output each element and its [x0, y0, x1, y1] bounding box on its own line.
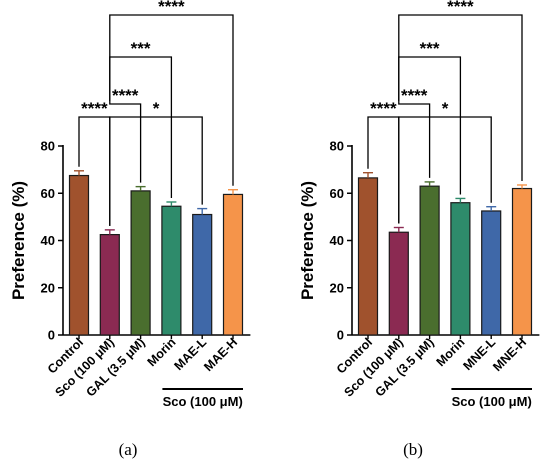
y-tick-label: 80: [330, 139, 344, 154]
significance-bracket: [398, 14, 523, 181]
y-axis-label: Preference (%): [9, 181, 28, 300]
significance-bracket: [109, 14, 234, 186]
bar: [161, 205, 182, 336]
y-tick-label: 40: [41, 233, 55, 248]
bar: [222, 193, 244, 336]
bar: [192, 213, 213, 336]
y-tick-label: 0: [48, 328, 55, 343]
bar: [99, 233, 120, 336]
y-tick-label: 40: [330, 233, 344, 248]
group-label: Sco (100 μM): [163, 394, 243, 409]
bar: [450, 202, 471, 336]
panel-label: (a): [119, 440, 138, 459]
group-label: Sco (100 μM): [452, 394, 532, 409]
significance-bracket: [398, 116, 492, 224]
significance-label: *: [442, 99, 449, 118]
y-tick-label: 20: [41, 280, 55, 295]
x-tick-label: MAE-H: [201, 335, 240, 374]
significance-label: *: [153, 99, 160, 118]
significance-bracket: [109, 101, 142, 183]
significance-label: ****: [447, 0, 474, 16]
y-tick-label: 20: [330, 280, 344, 295]
significance-bracket: [398, 101, 431, 178]
bar: [357, 177, 379, 336]
y-tick-label: 0: [337, 328, 344, 343]
significance-label: ****: [158, 0, 185, 16]
significance-label: ***: [131, 39, 151, 58]
significance-label: ****: [370, 99, 397, 118]
y-tick-label: 80: [41, 139, 55, 154]
bar: [481, 210, 502, 336]
bar: [68, 174, 90, 336]
y-tick-label: 60: [330, 186, 344, 201]
panel-label: (b): [403, 440, 423, 459]
significance-bracket: [109, 116, 203, 226]
y-tick-label: 60: [41, 186, 55, 201]
bar: [511, 187, 533, 336]
significance-label: ****: [81, 99, 108, 118]
x-tick-label: MNE-H: [490, 335, 529, 374]
y-axis-label: Preference (%): [298, 181, 317, 300]
bar: [130, 190, 151, 336]
significance-label: ****: [401, 86, 428, 105]
significance-label: ****: [112, 86, 139, 105]
bar: [388, 231, 409, 336]
bar: [419, 185, 440, 336]
significance-label: ***: [420, 39, 440, 58]
